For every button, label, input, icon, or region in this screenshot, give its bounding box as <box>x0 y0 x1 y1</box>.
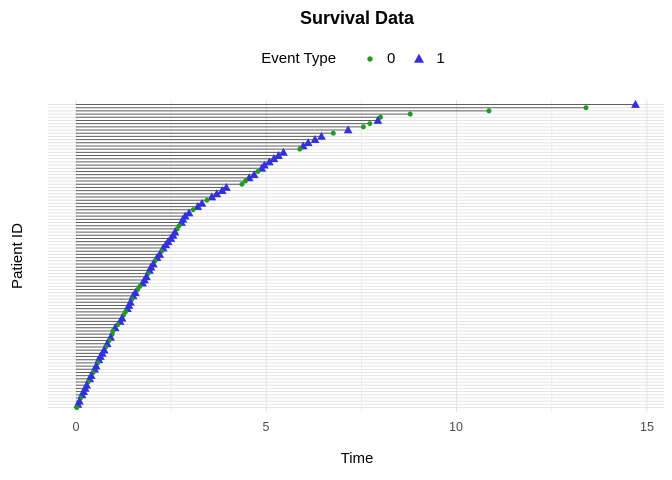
minor-gridlines <box>170 100 553 412</box>
event-marker-triangle <box>249 170 259 179</box>
event-marker-triangle <box>207 192 217 201</box>
event-marker-triangle <box>197 198 207 207</box>
x-axis-title: Time <box>341 450 374 467</box>
legend-title: Event Type <box>261 50 337 67</box>
event-marker-circle <box>242 178 248 184</box>
row-gridlines <box>48 104 664 408</box>
event-marker-circle <box>239 181 245 187</box>
y-axis-title: Patient ID <box>9 223 26 289</box>
event-marker-circle <box>204 197 210 203</box>
event-marker-triangle <box>373 115 383 124</box>
event-marker-triangle <box>193 201 203 210</box>
chart-title: Survival Data <box>299 8 415 28</box>
event-marker-triangle <box>269 154 279 163</box>
legend: Event Type 0 1 <box>48 50 666 67</box>
event-marker-triangle <box>310 134 320 143</box>
legend-item-event: 1 <box>411 50 445 67</box>
x-tick-5: 5 <box>263 420 270 434</box>
event-marker-triangle <box>274 150 283 159</box>
x-tick-15: 15 <box>640 420 654 434</box>
event-marker-triangle <box>264 157 274 166</box>
event-marker-circle <box>367 121 373 127</box>
event-marker-circle <box>74 405 80 411</box>
event-marker-circle <box>330 130 336 136</box>
legend-circle-icon <box>367 55 373 62</box>
event-marker-triangle <box>279 147 288 156</box>
legend-label-censored: 0 <box>387 50 396 67</box>
event-marker-circle <box>486 108 492 114</box>
event-marker-circle <box>583 105 589 111</box>
event-marker-circle <box>407 111 413 117</box>
event-marker-triangle <box>631 99 640 108</box>
event-marker-triangle <box>303 138 313 147</box>
event-marker-circle <box>360 124 366 130</box>
event-marker-triangle <box>212 189 222 198</box>
event-marker-circle <box>190 207 196 213</box>
event-marker-circle <box>297 146 303 152</box>
event-marker-circle <box>255 168 261 174</box>
legend-label-event: 1 <box>436 50 445 67</box>
event-markers <box>73 99 640 411</box>
event-marker-triangle <box>184 208 194 217</box>
event-marker-triangle <box>217 186 227 195</box>
event-marker-triangle <box>343 125 353 134</box>
x-tick-10: 10 <box>449 420 463 434</box>
event-marker-triangle <box>317 131 326 140</box>
legend-triangle-icon <box>414 53 425 63</box>
patient-segments <box>76 104 636 409</box>
event-marker-triangle <box>221 182 231 191</box>
x-tick-0: 0 <box>73 420 80 434</box>
legend-item-censored: 0 <box>362 50 395 67</box>
